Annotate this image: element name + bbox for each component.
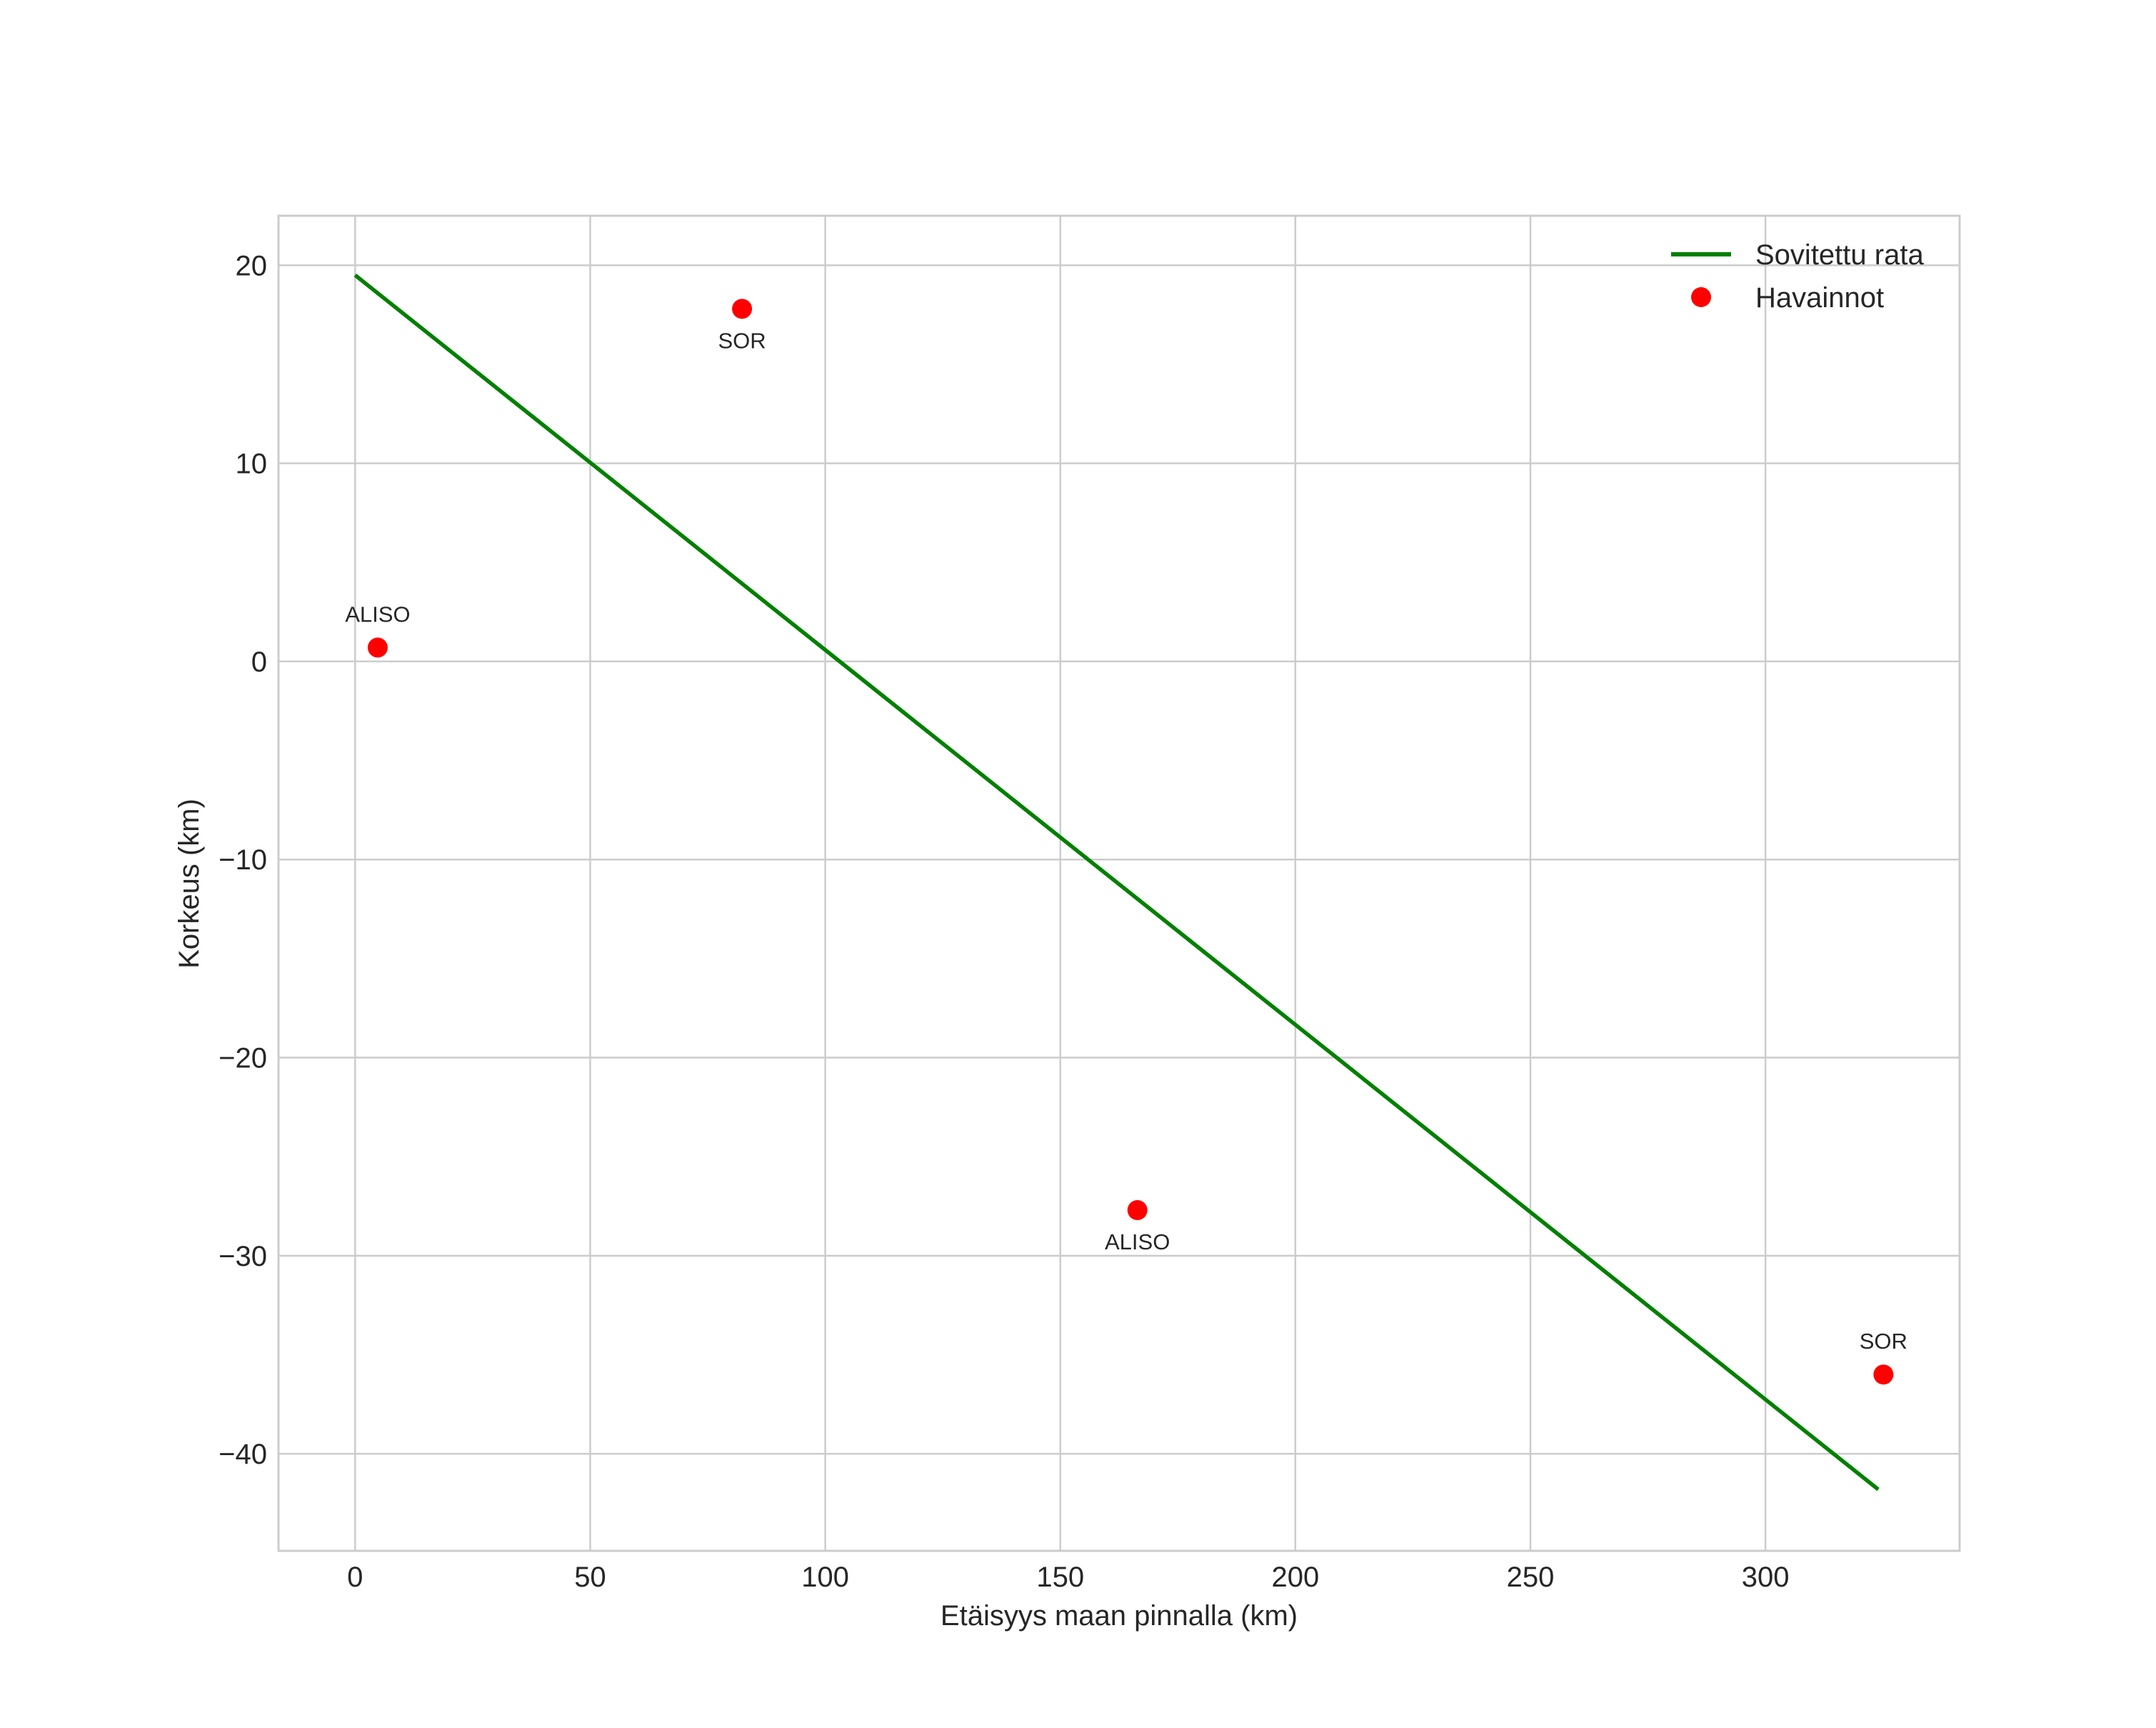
observation-point — [732, 299, 753, 319]
observation-label: ALISO — [1105, 1229, 1170, 1254]
y-tick-label: 10 — [236, 449, 268, 480]
observation-point — [367, 637, 388, 658]
y-tick-label: −20 — [219, 1043, 267, 1074]
grid — [279, 216, 1960, 1551]
y-axis-title: Korkeus (km) — [174, 799, 205, 969]
y-tick-label: −40 — [219, 1439, 267, 1470]
x-tick-label: 0 — [347, 1562, 363, 1593]
x-tick-label: 100 — [801, 1562, 849, 1593]
y-tick-label: −30 — [219, 1241, 267, 1272]
y-tick-labels: 20 10 0 −10 −20 −30 −40 — [219, 250, 267, 1470]
observation-label: SOR — [1860, 1329, 1907, 1354]
series: ALISO SOR ALISO SOR — [345, 274, 1907, 1492]
x-tick-label: 150 — [1036, 1562, 1084, 1593]
x-axis-title: Etäisyys maan pinnalla (km) — [941, 1600, 1298, 1632]
plot-frame — [277, 214, 1961, 1552]
x-tick-label: 50 — [574, 1562, 606, 1593]
x-tick-label: 250 — [1507, 1562, 1555, 1593]
legend-point-swatch — [1691, 287, 1711, 307]
legend-label-observations: Havainnot — [1755, 282, 1884, 314]
observation-label: ALISO — [345, 602, 410, 627]
observation-point — [1873, 1364, 1894, 1385]
legend: Sovitettu rata Havainnot — [1671, 239, 1924, 314]
y-tick-label: 20 — [236, 250, 268, 281]
observation-label: SOR — [718, 328, 766, 353]
legend-label-fitted-line: Sovitettu rata — [1755, 239, 1924, 271]
y-tick-label: 0 — [251, 646, 267, 678]
x-tick-label: 200 — [1271, 1562, 1319, 1593]
y-tick-label: −10 — [219, 844, 267, 876]
observation-point — [1127, 1200, 1148, 1221]
fitted-trajectory-line — [354, 274, 1880, 1492]
x-tick-label: 300 — [1742, 1562, 1790, 1593]
x-tick-labels: 0 50 100 150 200 250 300 — [347, 1562, 1789, 1593]
